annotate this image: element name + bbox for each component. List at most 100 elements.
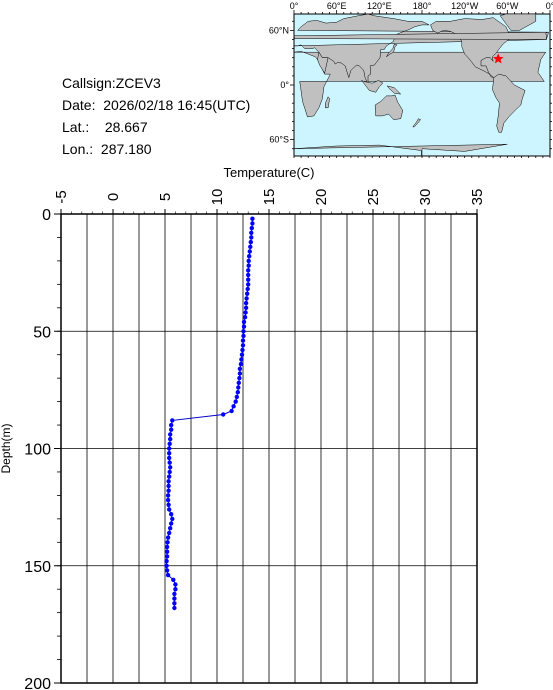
- data-point: [236, 380, 241, 385]
- station-info: Callsign:ZCEV3 Date: 2026/02/18 16:45(UT…: [62, 72, 250, 160]
- data-point: [165, 497, 171, 503]
- data-point: [243, 310, 248, 315]
- x-tick-label: 5: [157, 193, 174, 201]
- data-point: [246, 277, 251, 282]
- data-point: [246, 282, 251, 287]
- data-point: [249, 235, 254, 240]
- data-point: [241, 324, 247, 329]
- map-lon-label: 180°: [413, 1, 432, 11]
- data-point: [169, 521, 174, 526]
- data-point: [168, 465, 173, 470]
- data-point: [166, 483, 171, 489]
- map-lat-label: 0°: [280, 80, 289, 90]
- station-marker: [492, 53, 504, 64]
- map-lon-label: 120°E: [367, 1, 392, 11]
- data-point: [166, 488, 171, 493]
- land-japan: [386, 43, 398, 57]
- lon-value: 287.180: [100, 141, 152, 157]
- data-point: [241, 329, 246, 334]
- world-map: 0° 60°E 120°E 180° 120°W 60°W 0° 60°N 0° 60°S: [269, 1, 553, 158]
- data-point: [169, 512, 174, 517]
- lat-label: Lat.:: [62, 119, 90, 135]
- data-point: [166, 502, 171, 507]
- callsign-value: ZCEV3: [115, 75, 161, 91]
- date-row: Date: 2026/02/18 16:45(UTC): [62, 94, 250, 116]
- data-point: [245, 291, 250, 296]
- data-point: [172, 601, 177, 606]
- x-tick-label: 15: [261, 189, 278, 206]
- lon-label: Lon.:: [62, 141, 94, 157]
- data-point: [235, 390, 240, 395]
- data-point: [234, 394, 239, 400]
- data-point: [233, 399, 238, 404]
- date-value: 2026/02/18 16:45(UTC): [103, 97, 251, 113]
- date-label: Date:: [62, 97, 96, 113]
- data-point: [167, 451, 172, 456]
- lon-row: Lon.: 287.180: [62, 138, 250, 160]
- data-point: [165, 572, 171, 578]
- y-tick-label: 50: [33, 324, 51, 341]
- data-point: [170, 516, 175, 522]
- data-point: [237, 366, 243, 371]
- data-point: [243, 300, 249, 306]
- land-australia: [374, 94, 404, 120]
- land-indonesia: [361, 80, 384, 93]
- data-point: [250, 216, 255, 221]
- land-madagascar: [325, 96, 330, 109]
- data-point: [164, 554, 170, 559]
- data-point: [167, 446, 172, 451]
- map-lon-label: 0°: [546, 1, 553, 11]
- data-point: [247, 254, 252, 259]
- data-point: [247, 249, 252, 254]
- x-tick-label: 10: [209, 189, 226, 206]
- data-point: [240, 347, 245, 353]
- callsign-row: Callsign:ZCEV3: [62, 72, 250, 94]
- data-point: [165, 493, 171, 498]
- data-point: [167, 460, 172, 465]
- data-point: [169, 427, 174, 432]
- data-point: [246, 268, 251, 273]
- data-point: [239, 352, 245, 357]
- data-point: [164, 544, 170, 550]
- data-point: [168, 436, 173, 442]
- data-point: [243, 305, 249, 310]
- data-point: [240, 343, 246, 348]
- data-point: [237, 375, 242, 381]
- y-axis-label: Depth(m): [0, 423, 13, 473]
- data-point: [171, 577, 176, 582]
- data-point: [168, 526, 173, 531]
- data-point: [164, 568, 170, 573]
- data-point: [167, 469, 172, 475]
- data-point: [239, 357, 244, 362]
- data-point: [168, 432, 173, 437]
- data-point: [172, 591, 177, 597]
- callsign-label: Callsign:: [62, 75, 116, 91]
- data-point: [242, 315, 248, 320]
- y-tick-label: 0: [42, 207, 51, 224]
- map-lon-label: 60°E: [327, 1, 347, 11]
- map-lon-label: 0°: [290, 1, 299, 11]
- map-lat-label: 60°N: [269, 25, 289, 35]
- data-point: [246, 272, 251, 278]
- x-tick-label: 25: [365, 189, 382, 206]
- data-point: [167, 507, 172, 512]
- map-lon-label: 60°W: [496, 1, 519, 11]
- data-point: [167, 441, 172, 446]
- land-new-guinea: [386, 85, 402, 95]
- data-point: [249, 225, 254, 231]
- x-tick-label: 30: [417, 189, 434, 206]
- x-tick-label: 35: [469, 189, 486, 206]
- x-axis-label: Temperature(C): [223, 165, 314, 180]
- land-uk: [293, 31, 548, 40]
- data-point: [241, 319, 247, 325]
- y-tick-label: 100: [24, 442, 51, 459]
- data-point: [169, 422, 174, 428]
- data-point: [164, 558, 169, 564]
- data-point: [167, 530, 172, 536]
- data-point: [165, 540, 170, 545]
- data-point: [241, 333, 246, 339]
- data-point: [246, 263, 251, 268]
- data-point: [244, 296, 249, 301]
- data-point: [250, 221, 255, 226]
